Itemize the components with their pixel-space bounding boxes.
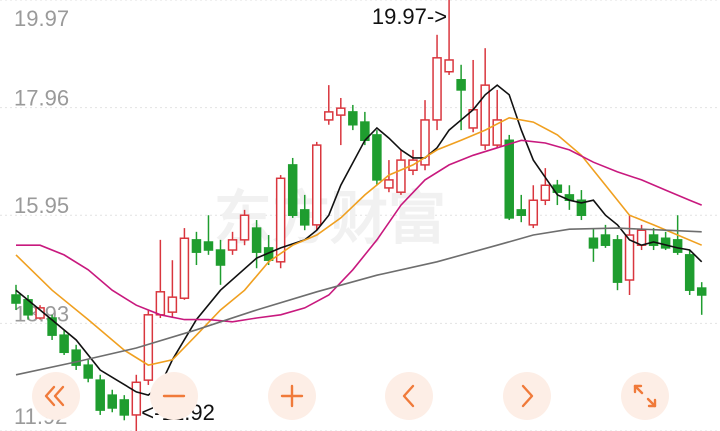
candle-body bbox=[131, 381, 142, 416]
scroll-right-button[interactable] bbox=[503, 372, 551, 420]
max-annotation: 19.97-> bbox=[372, 4, 447, 29]
candle-body bbox=[143, 314, 154, 381]
candle-body bbox=[480, 84, 490, 146]
scroll-far-left-button[interactable] bbox=[32, 372, 80, 420]
toolbar bbox=[32, 372, 669, 420]
candle-body bbox=[336, 107, 346, 116]
candle-body bbox=[672, 239, 683, 253]
candle-body bbox=[107, 394, 117, 409]
candle-body bbox=[576, 199, 587, 216]
candle-body bbox=[624, 234, 635, 281]
fullscreen-button[interactable] bbox=[621, 372, 669, 420]
candle-body bbox=[540, 184, 551, 201]
moving-average-line bbox=[15, 84, 703, 396]
candle-body bbox=[696, 287, 707, 296]
candle-body bbox=[155, 291, 166, 316]
candle-body bbox=[684, 254, 695, 291]
candle-body bbox=[612, 239, 623, 283]
candle-body bbox=[11, 294, 21, 304]
candle-body bbox=[47, 317, 57, 336]
candle-body bbox=[492, 119, 502, 146]
candle-body bbox=[167, 296, 178, 313]
candle-body bbox=[191, 239, 202, 253]
candle-body bbox=[251, 227, 262, 253]
candle-body bbox=[600, 234, 611, 246]
candle-body bbox=[456, 79, 466, 91]
candle-body bbox=[420, 119, 430, 166]
candle-body bbox=[648, 234, 659, 246]
candle-body bbox=[528, 199, 539, 226]
candle-body bbox=[83, 364, 93, 379]
moving-average-line bbox=[16, 139, 703, 323]
candle-body bbox=[299, 209, 310, 226]
candle-body bbox=[588, 237, 599, 249]
candle-body bbox=[348, 111, 358, 126]
candle-body bbox=[504, 139, 514, 219]
moving-average-line bbox=[15, 227, 702, 376]
candle-body bbox=[179, 237, 190, 299]
candle-body bbox=[203, 241, 214, 251]
candle-body bbox=[636, 229, 647, 246]
zoom-out-button[interactable] bbox=[150, 372, 198, 420]
plot-layer: 19.97-><-11.92 bbox=[11, 0, 707, 431]
candle-body bbox=[239, 214, 250, 241]
candle-body bbox=[95, 379, 105, 411]
y-tick-label: 15.95 bbox=[14, 193, 69, 218]
candle-body bbox=[215, 249, 226, 266]
candle-body bbox=[312, 144, 322, 226]
y-tick-label: 19.97 bbox=[14, 6, 69, 31]
candle-body bbox=[372, 134, 382, 181]
candle-body bbox=[396, 159, 406, 193]
candle-body bbox=[516, 209, 527, 216]
candle-body bbox=[444, 59, 454, 73]
candle-body bbox=[275, 177, 286, 263]
zoom-in-button[interactable] bbox=[268, 372, 316, 420]
scroll-left-button[interactable] bbox=[385, 372, 433, 420]
candle-body bbox=[384, 179, 394, 189]
candle-body bbox=[119, 399, 130, 416]
candle-body bbox=[71, 349, 81, 366]
candle-body bbox=[59, 334, 69, 354]
y-tick-label: 17.96 bbox=[14, 86, 69, 111]
candle-body bbox=[227, 239, 238, 251]
candle-body bbox=[432, 57, 442, 121]
moving-average-line bbox=[15, 116, 703, 366]
candle-body bbox=[660, 237, 671, 249]
candle-body bbox=[287, 164, 298, 216]
candle-body bbox=[324, 111, 334, 121]
